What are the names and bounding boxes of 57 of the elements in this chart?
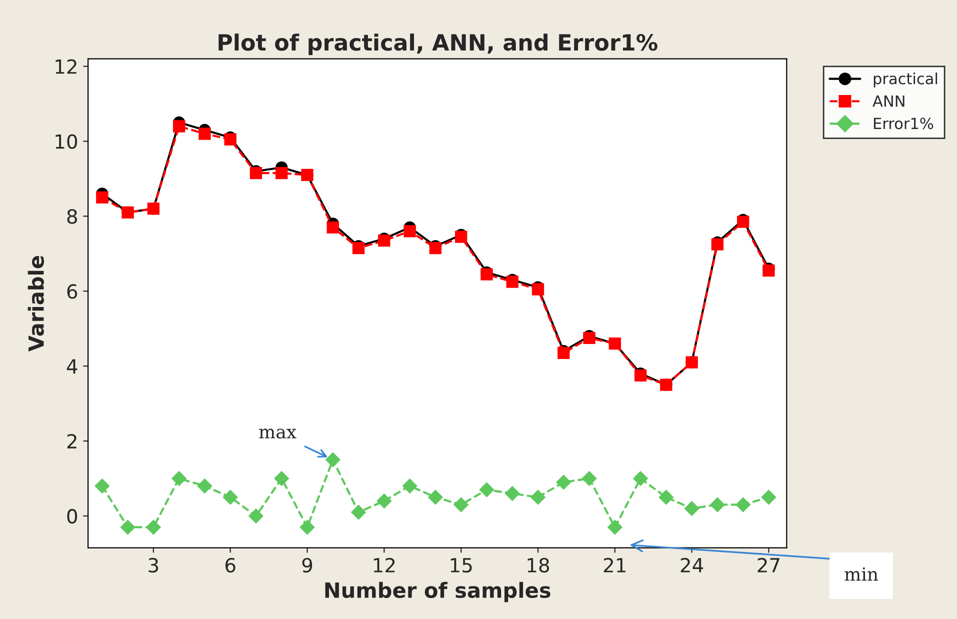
y-tick-label: 8 — [67, 209, 77, 224]
point — [94, 478, 110, 494]
point — [607, 520, 622, 535]
point — [633, 471, 648, 486]
y-tick-label: 10 — [56, 134, 78, 149]
x-tick-label: 18 — [528, 558, 550, 573]
y-tick-label: 2 — [67, 434, 76, 448]
point — [376, 494, 392, 508]
x-tick-label: 3 — [148, 558, 158, 573]
point — [120, 520, 136, 535]
point — [300, 520, 315, 535]
point — [276, 167, 288, 180]
y-axis-title: Variable — [28, 256, 44, 352]
point — [325, 452, 340, 468]
legend-label: practical — [874, 72, 938, 88]
chart-title: Plot of practical, ANN, and Error1% — [218, 34, 658, 56]
y-tick-label: 0 — [67, 508, 78, 524]
point — [736, 497, 750, 512]
point — [454, 497, 468, 512]
point — [326, 221, 339, 234]
point — [479, 482, 494, 498]
point — [428, 490, 443, 505]
point — [248, 508, 264, 524]
x-tick-label: 27 — [758, 558, 780, 572]
point — [402, 478, 418, 494]
y-tick-label: 12 — [56, 59, 76, 74]
point — [96, 191, 108, 204]
point — [274, 471, 289, 486]
point — [710, 497, 725, 512]
point — [404, 225, 416, 238]
x-tick-label: 6 — [226, 558, 236, 573]
point — [582, 471, 597, 486]
point — [351, 504, 366, 520]
point — [197, 478, 212, 494]
point — [556, 474, 572, 490]
point — [761, 490, 776, 505]
x-tick-label: 24 — [680, 558, 704, 572]
point — [658, 490, 674, 505]
y-tick-label: 6 — [67, 284, 78, 299]
point — [146, 520, 161, 535]
legend-label: ANN — [872, 95, 904, 107]
point — [684, 501, 700, 516]
x-tick-label: 12 — [374, 558, 395, 572]
x-tick-label: 21 — [604, 558, 626, 572]
x-tick-label: 9 — [302, 558, 312, 573]
y-tick-label: 4 — [66, 359, 78, 374]
annotation: max — [259, 428, 296, 439]
point — [222, 490, 238, 505]
legend-label: Error1% — [874, 118, 934, 130]
point — [172, 120, 186, 132]
point — [530, 490, 546, 505]
text: min — [844, 567, 878, 581]
point — [198, 128, 211, 140]
x-tick-label: 15 — [450, 558, 472, 573]
point — [172, 471, 186, 486]
x-axis-title: Number of samples — [325, 582, 550, 602]
point — [504, 486, 520, 501]
